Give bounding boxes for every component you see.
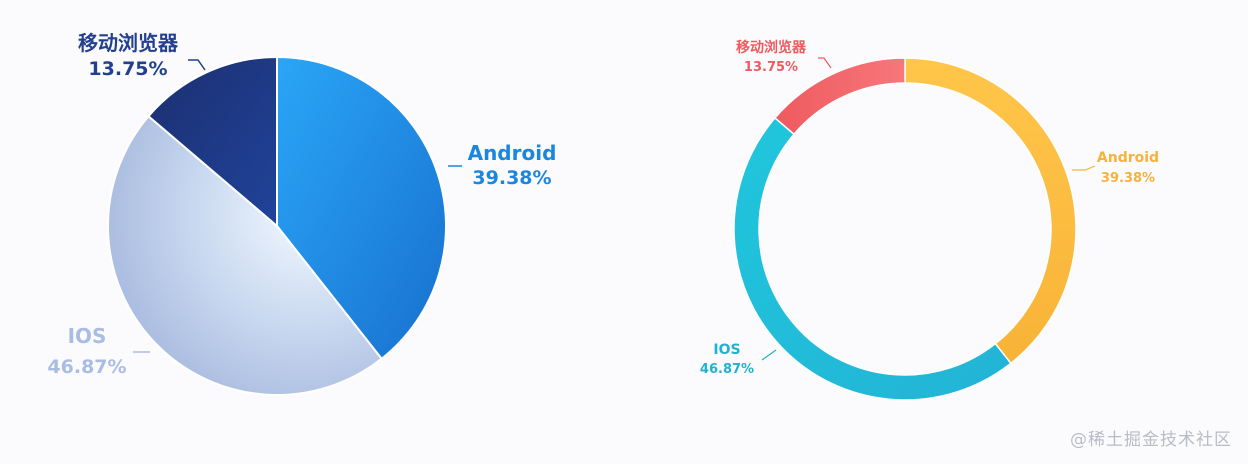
donut-leader-line-android <box>1072 165 1096 171</box>
pie-slice-ios <box>107 114 383 396</box>
pie-label-android: Android <box>468 141 557 165</box>
pie-leader-line-mobile-browser <box>188 59 206 71</box>
pie-percent-ios: 46.87% <box>47 356 126 378</box>
donut-percent-android: 39.38% <box>1101 171 1155 186</box>
donut-label-mobile-browser: 移动浏览器 <box>736 39 807 56</box>
donut-percent-ios: 46.87% <box>700 362 754 377</box>
donut-label-ios: IOS <box>713 342 740 358</box>
pie-percent-mobile-browser: 13.75% <box>88 58 167 80</box>
pie-label-mobile-browser: 移动浏览器 <box>78 31 179 55</box>
pie-chart <box>107 55 447 396</box>
pie-slice-mobile-browser <box>147 55 278 229</box>
donut-leader-line-ios <box>761 349 777 361</box>
donut-label-android: Android <box>1097 150 1159 166</box>
donut-slice-ios <box>733 116 1012 401</box>
donut-slice-android <box>904 57 1077 365</box>
donut-chart <box>733 57 1077 401</box>
pie-slice-android <box>276 55 447 361</box>
chart-labels: Android39.38%IOS46.87%移动浏览器13.75%Android… <box>47 31 1159 378</box>
pie-label-ios: IOS <box>68 324 107 348</box>
donut-percent-mobile-browser: 13.75% <box>744 60 798 75</box>
donut-slice-mobile-browser <box>773 57 906 136</box>
watermark: @稀土掘金技术社区 <box>1070 430 1232 450</box>
pie-percent-android: 39.38% <box>472 167 551 189</box>
donut-leader-line-mobile-browser <box>818 57 832 69</box>
